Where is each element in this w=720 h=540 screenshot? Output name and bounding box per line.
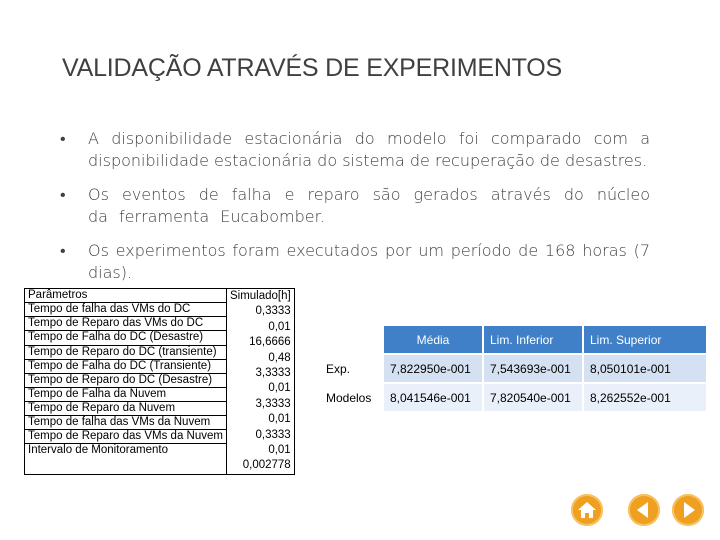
- previous-button[interactable]: [628, 494, 660, 526]
- params-values-column: Simulado[h] 0,3333 0,01 16,6666 0,48 3,3…: [225, 288, 295, 475]
- param-value: 3,3333: [255, 397, 291, 410]
- param-label: Tempo de Falha do DC (Desastre): [24, 330, 227, 346]
- home-icon: [578, 502, 596, 518]
- param-label: Tempo de Falha da Nuvem: [24, 386, 227, 403]
- results-row-label: Exp.: [320, 354, 384, 384]
- param-value: 3,3333: [255, 366, 291, 379]
- results-inferior: 7,543693e-001: [483, 354, 584, 384]
- param-value: 0,01: [268, 443, 291, 456]
- param-value: 0,48: [268, 351, 291, 364]
- param-value: 16,6666: [249, 336, 291, 349]
- results-table: Média Lim. Inferior Lim. Superior Exp. 7…: [320, 326, 708, 413]
- next-button[interactable]: [672, 494, 704, 526]
- params-header-label: Parâmetros: [24, 287, 227, 304]
- param-value: 0,01: [268, 382, 291, 395]
- results-superior: 8,262552e-001: [583, 383, 708, 413]
- results-corner: [320, 326, 384, 355]
- bullet-dot-icon: •: [60, 185, 66, 204]
- results-row: Exp. 7,822950e-001 7,543693e-001 8,05010…: [320, 354, 708, 384]
- param-label: Tempo de Reparo do DC (Desastre): [24, 372, 227, 388]
- results-superior: 8,050101e-001: [583, 354, 708, 384]
- bullet-list: • A disponibilidade estacionária do mode…: [60, 128, 650, 294]
- bullet-item: • A disponibilidade estacionária do mode…: [60, 129, 650, 170]
- results-inferior: 7,820540e-001: [483, 383, 584, 413]
- results-row-label: Modelos: [320, 383, 384, 413]
- results-media: 7,822950e-001: [383, 354, 484, 384]
- next-arrow-icon: [684, 502, 695, 518]
- param-label: Tempo de falha das VMs da Nuvem: [24, 415, 227, 431]
- param-value: 0,002778: [242, 459, 291, 472]
- home-button[interactable]: [571, 494, 603, 526]
- param-label: Intervalo de Monitoramento: [24, 443, 227, 475]
- param-label: Tempo de Reparo das VMs do DC: [24, 316, 227, 332]
- slide-title: VALIDAÇÃO ATRAVÉS DE EXPERIMENTOS: [62, 54, 563, 82]
- param-label: Tempo de Reparo da Nuvem: [24, 400, 227, 417]
- bullet-item: • Os experimentos foram executados por u…: [60, 241, 650, 282]
- param-value: 0,01: [268, 320, 291, 333]
- results-media: 8,041546e-001: [383, 383, 484, 413]
- results-header-superior: Lim. Superior: [583, 326, 708, 355]
- param-value: 0,01: [268, 413, 291, 426]
- param-label: Tempo de Falha do DC (Transiente): [24, 358, 227, 374]
- bullet-item: • Os eventos de falha e reparo são gerad…: [60, 185, 650, 226]
- bullet-dot-icon: •: [60, 241, 66, 260]
- param-label: Tempo de falha das VMs do DC: [24, 302, 227, 318]
- param-value: 0,3333: [255, 428, 291, 441]
- param-label: Tempo de Reparo das VMs da Nuvem: [24, 429, 227, 445]
- param-label: Tempo de Reparo do DC (transiente): [24, 344, 227, 360]
- param-value: 0,3333: [255, 305, 291, 318]
- results-header-inferior: Lim. Inferior: [483, 326, 584, 355]
- results-header-media: Média: [383, 326, 484, 355]
- previous-arrow-icon: [637, 502, 648, 518]
- results-row: Modelos 8,041546e-001 7,820540e-001 8,26…: [320, 383, 708, 413]
- parameters-table: Parâmetros Simulado[h] 0,3333 0,01 16,66…: [24, 287, 295, 475]
- params-header-value: Simulado[h]: [229, 290, 291, 302]
- bullet-dot-icon: •: [60, 129, 66, 148]
